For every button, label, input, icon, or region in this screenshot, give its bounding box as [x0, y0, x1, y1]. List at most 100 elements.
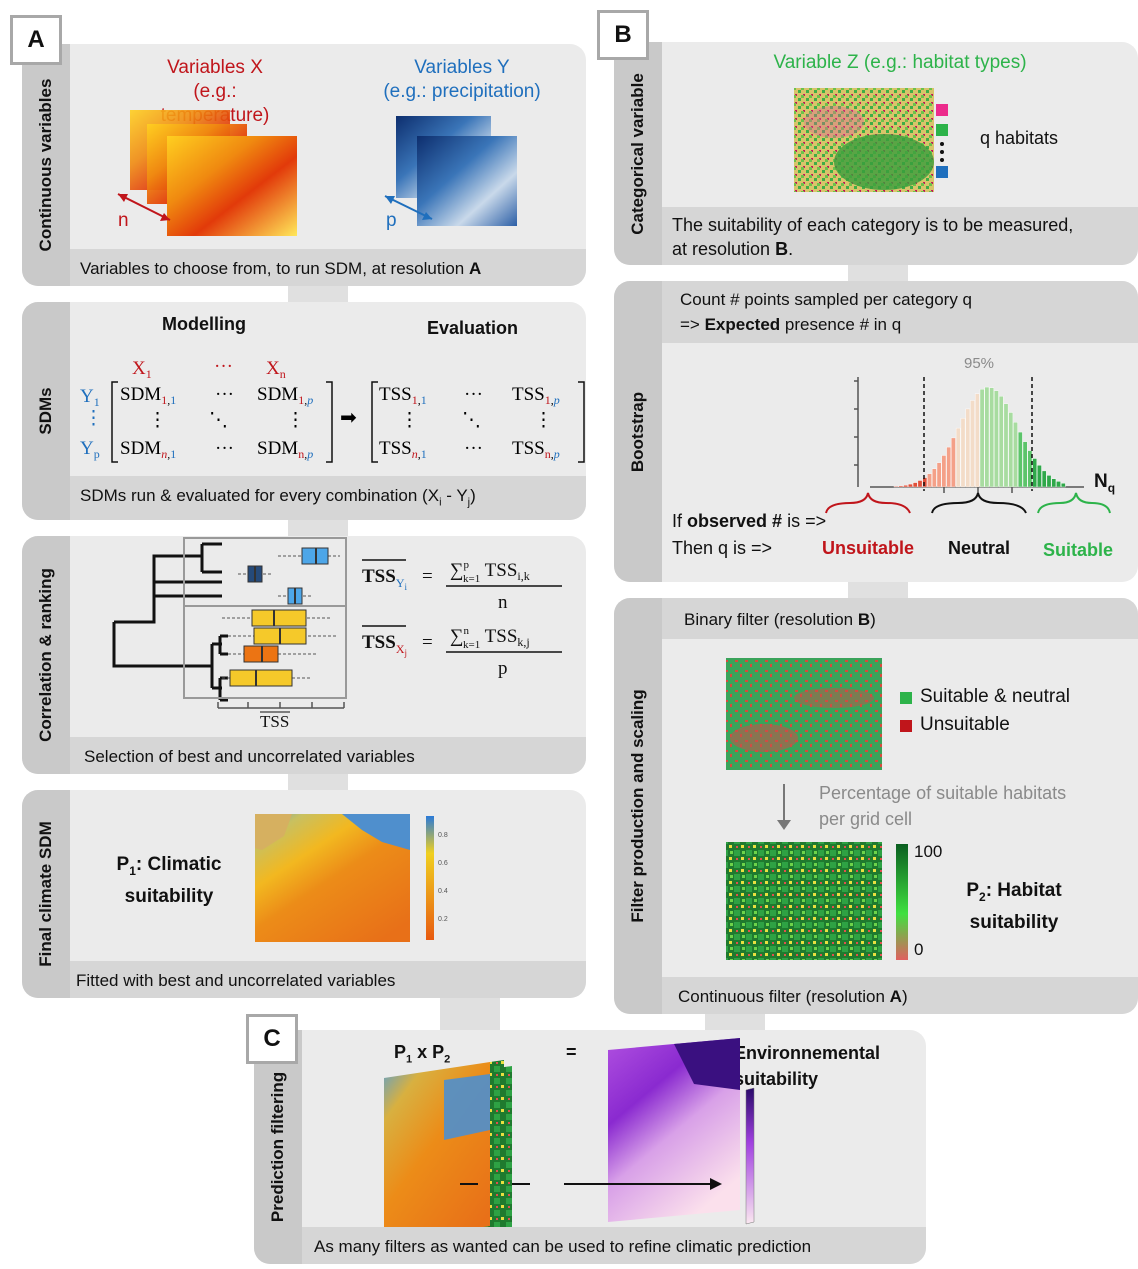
- svg-text:···: ···: [215, 438, 234, 459]
- svg-text:⋮: ⋮: [286, 410, 305, 431]
- panel-prediction-filtering: Prediction filtering P1 x P2 = P3 Enviro…: [254, 1030, 926, 1264]
- panel-header: Binary filter (resolution B): [662, 598, 1138, 639]
- svg-text:0.6: 0.6: [438, 860, 448, 867]
- histogram-bar: [941, 455, 947, 488]
- histogram-bar: [1061, 483, 1066, 488]
- histogram-bar: [1051, 478, 1057, 488]
- svg-text:TSSn,1: TSSn,1: [379, 438, 427, 461]
- histogram-bar: [989, 387, 995, 488]
- bootstrap-histogram: [825, 377, 1111, 514]
- histogram-bar: [1056, 481, 1061, 488]
- svg-text:=: =: [422, 566, 433, 587]
- histogram-bar: [1003, 403, 1009, 488]
- p1-x-p2: P1 x P2: [394, 1042, 451, 1066]
- svg-text:⋮: ⋮: [148, 410, 167, 431]
- histogram-bar: [1037, 465, 1042, 488]
- sdm-matrix: X1 ··· Xn Y1 ⋮ Yp SDM1,1 ··· SDM1,p ⋮ ⋱ …: [80, 356, 585, 463]
- connector: [848, 582, 908, 598]
- svg-text:···: ···: [214, 356, 233, 377]
- svg-text:∑nk=1 TSSk,j: ∑n k=1 TSSk,j: [450, 625, 530, 651]
- unsuitable-label: Unsuitable: [822, 538, 915, 558]
- svg-text:X1: X1: [132, 358, 152, 381]
- svg-text:=: =: [422, 632, 433, 653]
- panel-label-a: A: [10, 15, 62, 65]
- histogram-bar: [965, 408, 971, 488]
- svg-text:Yp: Yp: [80, 438, 100, 461]
- histogram-bar: [903, 484, 909, 488]
- side-label: Continuous variables: [22, 44, 70, 286]
- legend-unsuitable: Unsuitable: [920, 714, 1010, 735]
- connector: [705, 1014, 765, 1030]
- svg-text:···: ···: [215, 384, 234, 405]
- percent-label: 95%: [964, 355, 995, 372]
- filter-maps: [726, 658, 912, 960]
- panel-sdms: SDMs Modelling Evaluation X1 ··· Xn Y1 ⋮…: [22, 302, 586, 520]
- svg-text:TSS1,p: TSS1,p: [512, 384, 560, 407]
- svg-text:SDMn,p: SDMn,p: [257, 438, 313, 461]
- p1-climatic-suitability: P1: Climatic suitability: [116, 854, 222, 907]
- histogram-bar: [984, 386, 990, 488]
- svg-text:⋮: ⋮: [400, 410, 419, 431]
- n-arrow-head: [160, 213, 170, 221]
- panel-correlation-ranking: Correlation & ranking TSSYi = ∑: [22, 536, 586, 774]
- raster-stacks: [117, 110, 517, 236]
- n-arrow: [117, 193, 171, 221]
- connector: [288, 286, 348, 302]
- panel-footer: Continuous filter (resolution A): [662, 977, 1138, 1014]
- histogram-bar: [908, 483, 913, 488]
- svg-text:⋮: ⋮: [84, 408, 103, 429]
- panel-footer: As many filters as wanted can be used to…: [302, 1227, 926, 1264]
- environmental-suitability-label: Environnemental suitability: [734, 1043, 881, 1089]
- side-label: Bootstrap: [614, 281, 662, 582]
- histogram-bar: [998, 396, 1004, 488]
- n-label: n: [118, 210, 129, 231]
- side-label: Filter production and scaling: [614, 598, 662, 1014]
- suitable-label: Suitable: [1043, 540, 1114, 560]
- evaluation-heading: Evaluation: [427, 318, 519, 338]
- percentage-text: Percentage of suitable habitats per grid…: [819, 783, 1067, 829]
- side-label: SDMs: [22, 302, 70, 520]
- legend-suitable: Suitable & neutral: [920, 686, 1070, 707]
- svg-text:Xn: Xn: [266, 358, 286, 381]
- formula-x-denominator: p: [498, 658, 508, 679]
- p2-habitat-suitability: P2: Habitat suitability: [966, 880, 1062, 933]
- histogram-bar: [936, 462, 942, 488]
- panel-bootstrap: Bootstrap Count # points sampled per cat…: [614, 281, 1138, 582]
- histogram-bar: [1018, 431, 1023, 488]
- side-label: Correlation & ranking: [22, 536, 70, 774]
- panel-label-b: B: [597, 10, 649, 60]
- histogram-bar: [1022, 441, 1028, 488]
- svg-text:TSSXj: TSSXj: [362, 632, 407, 658]
- dendrogram-boxplots: TSSYi = ∑p k=1 TSSi,k TSSXj = ∑n k=1 TSSk,…: [112, 537, 562, 713]
- histogram-bar: [994, 390, 999, 488]
- histogram-bar: [1041, 470, 1047, 488]
- histogram-bar: [1046, 475, 1052, 488]
- histogram-bar: [955, 427, 961, 488]
- variable-z-title: Variable Z (e.g.: habitat types): [773, 52, 1027, 73]
- histogram-bar: [975, 393, 980, 488]
- histogram-bar: [960, 418, 966, 488]
- variables-y-title: Variables Y (e.g.: precipitation): [383, 57, 541, 102]
- svg-text:···: ···: [464, 438, 483, 459]
- panel-footer: Variables to choose from, to run SDM, at…: [70, 249, 586, 286]
- then-text: Then q is =>: [672, 538, 773, 558]
- connector: [288, 520, 348, 536]
- panel-label-c: C: [246, 1014, 298, 1064]
- svg-text:0.2: 0.2: [438, 916, 448, 923]
- raster-x-front: [167, 136, 297, 236]
- formula-y-denominator: n: [498, 592, 508, 613]
- q-habitats-label: q habitats: [980, 128, 1059, 148]
- climatic-map: 0.8 0.6 0.4 0.2: [255, 814, 448, 942]
- histogram-bar: [912, 482, 918, 488]
- svg-text:0.4: 0.4: [438, 888, 448, 895]
- svg-text:⋱: ⋱: [209, 410, 228, 431]
- svg-text:0.8: 0.8: [438, 832, 448, 839]
- panel-footer: The suitability of each category is to b…: [662, 207, 1138, 265]
- side-label: Categorical variable: [614, 42, 662, 265]
- panel-footer: SDMs run & evaluated for every combinati…: [70, 475, 586, 520]
- histogram-bar: [1008, 412, 1014, 488]
- svg-text:TSS1,1: TSS1,1: [379, 384, 427, 407]
- svg-text:∑pk=1 TSSi,k: ∑p k=1 TSSi,k: [450, 559, 530, 585]
- histogram-bar: [1013, 421, 1018, 488]
- panel-filter-production: Filter production and scaling Binary fil…: [614, 598, 1138, 1014]
